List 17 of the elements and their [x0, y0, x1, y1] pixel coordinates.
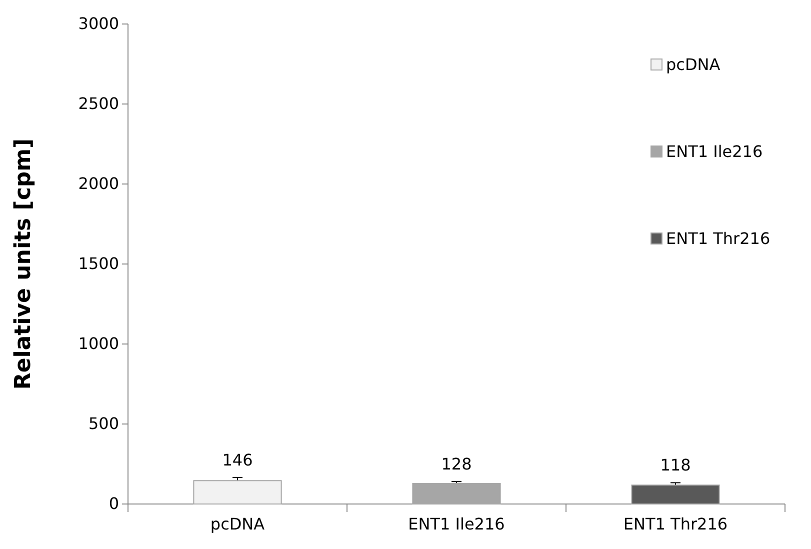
legend-label: ENT1 Ile216 [666, 142, 763, 161]
y-tick-label: 0 [108, 494, 119, 514]
y-tick-label: 3000 [78, 14, 119, 34]
x-tick-label: ENT1 Thr216 [623, 514, 728, 534]
data-label: 146 [222, 450, 253, 470]
x-tick-label: pcDNA [210, 514, 265, 534]
x-tick-label: ENT1 Ile216 [408, 514, 505, 534]
y-tick-label: 500 [88, 414, 119, 434]
legend-label: ENT1 Thr216 [666, 229, 770, 248]
data-label: 118 [660, 456, 691, 475]
y-tick-label: 2500 [78, 94, 119, 114]
y-tick-label: 2000 [78, 174, 119, 194]
y-tick-label: 1000 [78, 334, 119, 354]
legend-label: pcDNA [666, 55, 720, 74]
y-tick-label: 1500 [78, 254, 119, 274]
data-label: 128 [441, 454, 472, 474]
y-axis-title: Relative units [cpm] [11, 138, 36, 390]
